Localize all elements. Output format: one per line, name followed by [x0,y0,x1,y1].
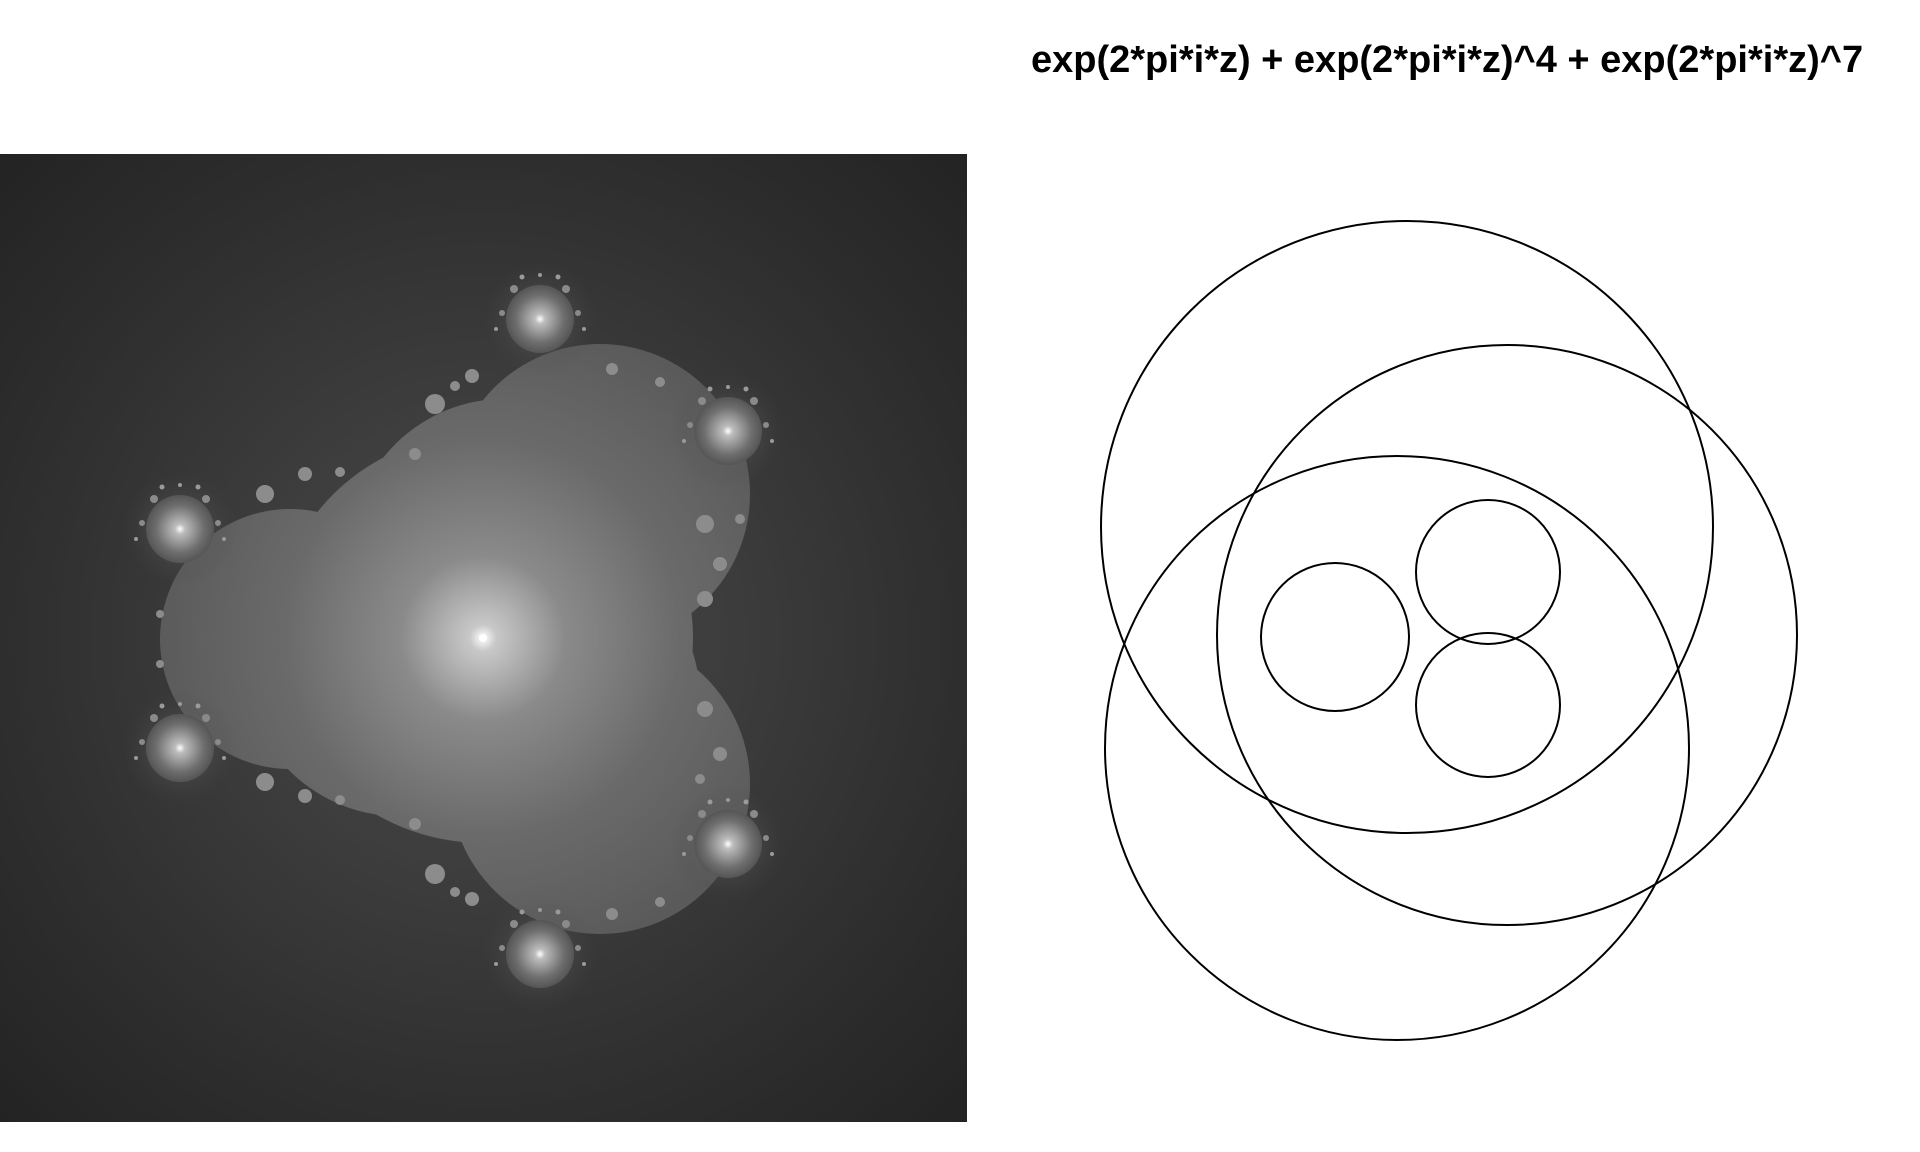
fractal-svg [122,261,786,1012]
fractal-image [0,154,967,1122]
formula-title: exp(2*pi*i*z) + exp(2*pi*i*z)^4 + exp(2*… [1031,39,1864,81]
fractal-filaments [156,363,745,920]
fractal-lobes [160,344,750,934]
parametric-curve-plot [1010,150,1920,1110]
curve-path [1100,220,1798,1041]
curve-svg [1100,220,1798,1041]
